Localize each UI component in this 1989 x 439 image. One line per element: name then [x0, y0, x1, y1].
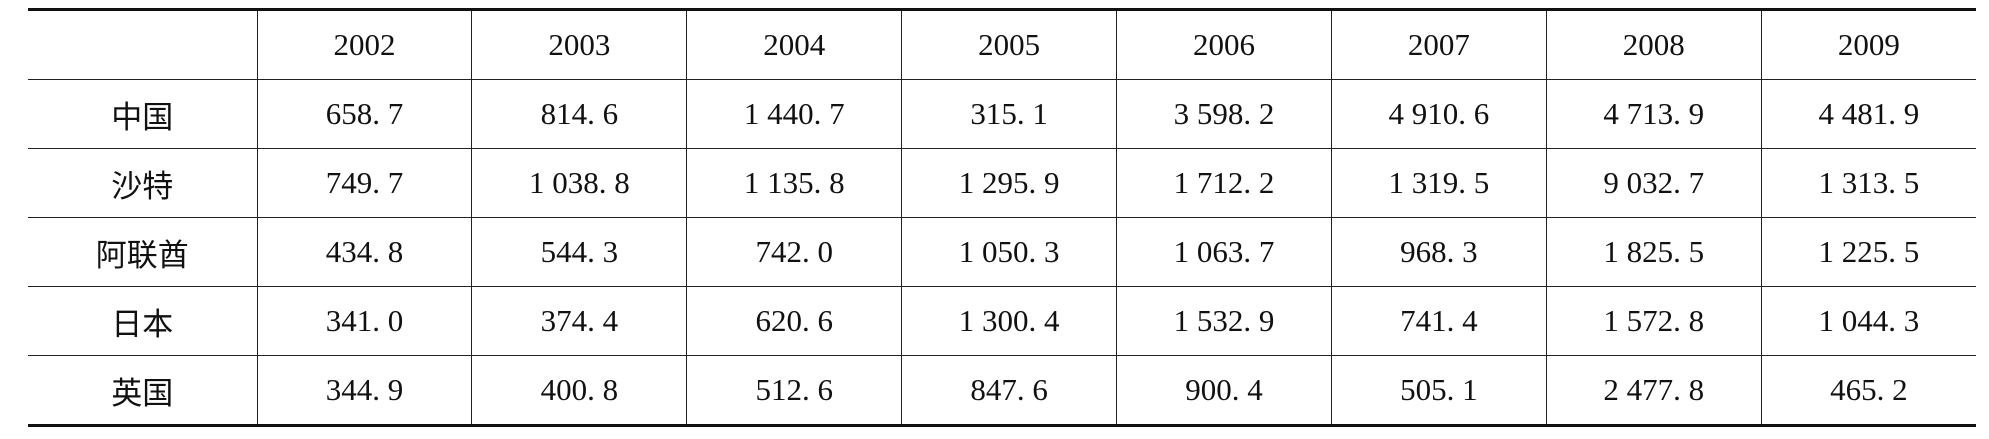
value-cell: 4 713. 9 — [1545, 79, 1762, 149]
value-cell: 341. 0 — [256, 286, 473, 356]
row-label: 阿联酋 — [28, 217, 258, 287]
row-label: 日本 — [28, 286, 258, 356]
year-header: 2007 — [1330, 8, 1547, 80]
header-row: 2002 2003 2004 2005 2006 2007 2008 2009 — [28, 8, 1976, 80]
value-cell: 315. 1 — [901, 79, 1117, 149]
year-header: 2008 — [1545, 8, 1762, 80]
value-cell: 505. 1 — [1330, 355, 1547, 427]
value-cell: 512. 6 — [686, 355, 903, 427]
value-cell: 1 050. 3 — [901, 217, 1117, 287]
value-cell: 400. 8 — [471, 355, 688, 427]
corner-cell — [28, 8, 258, 80]
value-cell: 749. 7 — [256, 148, 473, 218]
value-cell: 620. 6 — [686, 286, 903, 356]
value-cell: 1 044. 3 — [1760, 286, 1976, 356]
value-cell: 1 572. 8 — [1545, 286, 1762, 356]
value-cell: 1 063. 7 — [1116, 217, 1332, 287]
value-cell: 900. 4 — [1116, 355, 1332, 427]
value-cell: 434. 8 — [256, 217, 473, 287]
year-header: 2005 — [901, 8, 1117, 80]
value-cell: 4 910. 6 — [1330, 79, 1547, 149]
row-label: 沙特 — [28, 148, 258, 218]
year-header: 2009 — [1760, 8, 1976, 80]
value-cell: 658. 7 — [256, 79, 473, 149]
value-cell: 465. 2 — [1760, 355, 1976, 427]
value-cell: 2 477. 8 — [1545, 355, 1762, 427]
value-cell: 4 481. 9 — [1760, 79, 1976, 149]
year-header: 2006 — [1116, 8, 1332, 80]
row-label: 中国 — [28, 79, 258, 149]
value-cell: 1 225. 5 — [1760, 217, 1976, 287]
value-cell: 1 313. 5 — [1760, 148, 1976, 218]
value-cell: 814. 6 — [471, 79, 688, 149]
value-cell: 1 440. 7 — [686, 79, 903, 149]
value-cell: 742. 0 — [686, 217, 903, 287]
value-cell: 9 032. 7 — [1545, 148, 1762, 218]
value-cell: 3 598. 2 — [1116, 79, 1332, 149]
year-header: 2004 — [686, 8, 903, 80]
year-header: 2003 — [471, 8, 688, 80]
value-cell: 344. 9 — [256, 355, 473, 427]
value-cell: 1 038. 8 — [471, 148, 688, 218]
value-cell: 1 135. 8 — [686, 148, 903, 218]
row-label: 英国 — [28, 355, 258, 427]
value-cell: 1 712. 2 — [1116, 148, 1332, 218]
value-cell: 1 319. 5 — [1330, 148, 1547, 218]
value-cell: 847. 6 — [901, 355, 1117, 427]
year-header: 2002 — [256, 8, 473, 80]
value-cell: 1 300. 4 — [901, 286, 1117, 356]
value-cell: 1 532. 9 — [1116, 286, 1332, 356]
value-cell: 1 295. 9 — [901, 148, 1117, 218]
value-cell: 1 825. 5 — [1545, 217, 1762, 287]
data-table: 2002 2003 2004 2005 2006 2007 2008 2009 中国 658. … — [28, 8, 1976, 427]
value-cell: 741. 4 — [1330, 286, 1547, 356]
value-cell: 968. 3 — [1330, 217, 1547, 287]
value-cell: 544. 3 — [471, 217, 688, 287]
value-cell: 374. 4 — [471, 286, 688, 356]
